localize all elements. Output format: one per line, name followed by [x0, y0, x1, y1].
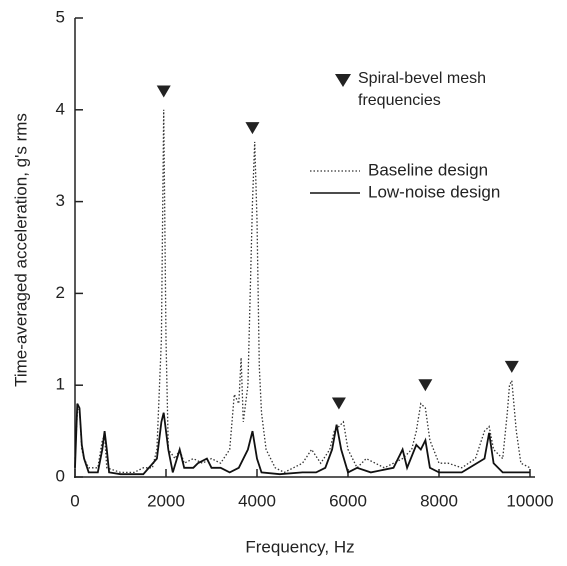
series-line — [74, 403, 530, 476]
series-line — [74, 109, 531, 474]
marker-legend-label: Spiral-bevel mesh frequencies — [358, 70, 487, 109]
x-axis-label: Frequency, Hz — [245, 537, 354, 556]
mesh-marker — [504, 360, 519, 373]
y-axis-label: Time-averaged acceleration, g's rms — [11, 113, 30, 387]
y-tick-label: 4 — [56, 99, 65, 118]
marker-legend-symbol — [335, 74, 351, 87]
x-tick-label: 8000 — [420, 491, 458, 510]
y-tick-label: 0 — [56, 466, 65, 485]
mesh-marker — [245, 122, 260, 135]
x-tick-label: 0 — [70, 491, 79, 510]
y-tick-label: 1 — [56, 375, 65, 394]
mesh-marker — [331, 397, 346, 410]
x-tick-label: 4000 — [238, 491, 276, 510]
legend-label: Baseline design — [368, 160, 488, 179]
mesh-marker — [156, 85, 171, 98]
y-tick-label: 2 — [56, 283, 65, 302]
legend-label: Low-noise design — [368, 182, 500, 201]
x-tick-label: 2000 — [147, 491, 185, 510]
x-tick-label: 6000 — [329, 491, 367, 510]
mesh-marker — [418, 379, 433, 392]
y-tick-label: 5 — [56, 7, 65, 26]
x-tick-label: 10000 — [506, 491, 553, 510]
y-tick-label: 3 — [56, 191, 65, 210]
